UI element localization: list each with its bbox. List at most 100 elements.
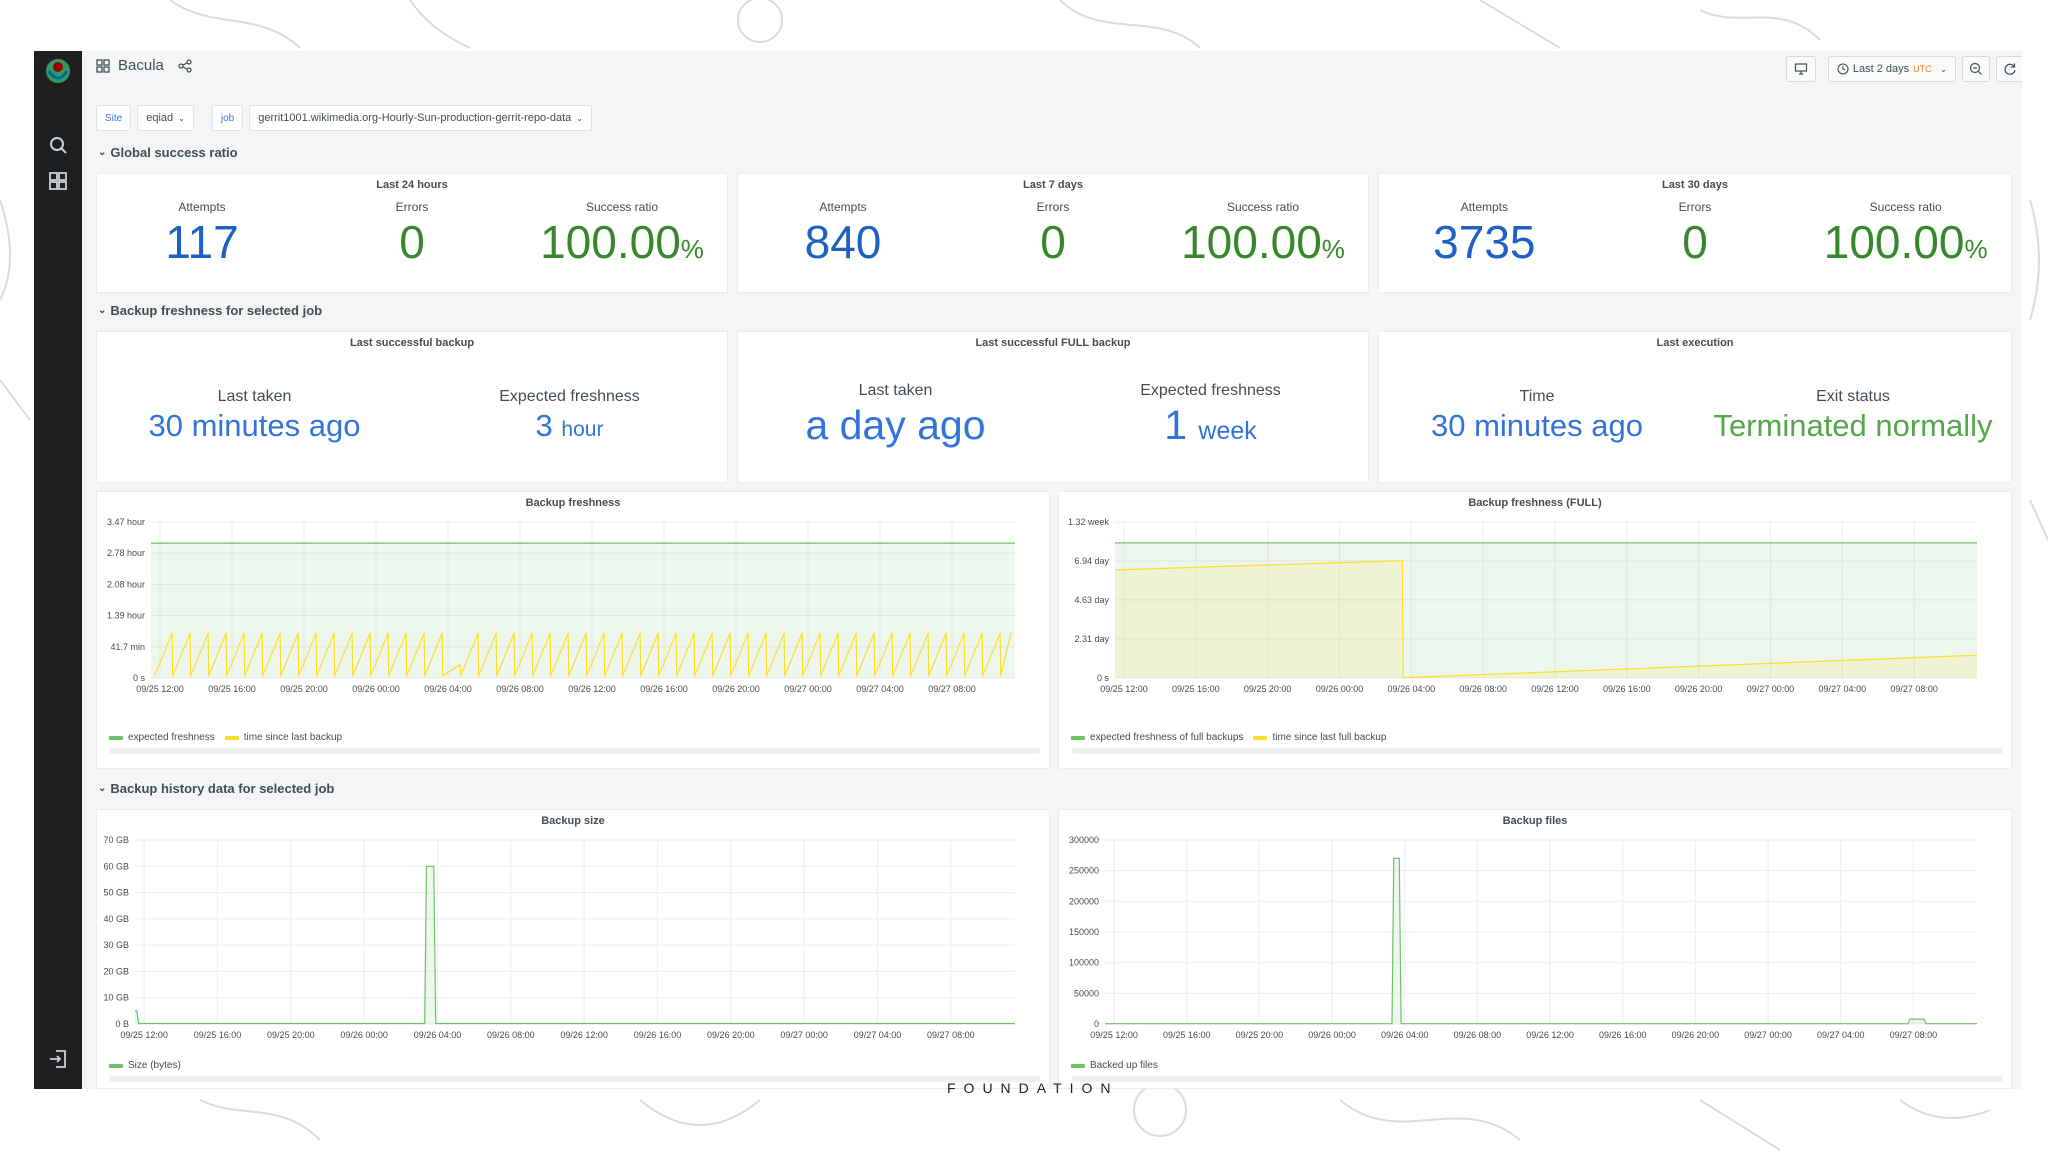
success-ratio-unit: % — [1321, 234, 1345, 264]
errors-label: Errors — [1036, 200, 1070, 214]
panel-last-execution[interactable]: Last execution Time 30 minutes ago Exit s… — [1378, 331, 2012, 483]
legend-scrollbar[interactable] — [1071, 748, 2003, 754]
x-tick-label: 09/25 20:00 — [267, 1030, 315, 1040]
dashboard-title[interactable]: Bacula — [96, 57, 192, 74]
refresh-button[interactable] — [1996, 56, 2022, 82]
panel-title: Last 7 days — [1023, 179, 1083, 191]
legend-item[interactable]: expected freshness — [109, 732, 215, 743]
side-menu — [34, 51, 82, 1089]
panel-backup-size-chart[interactable]: Backup size 0 B 10 GB 20 GB 30 GB 40 GB 50 GB… — [96, 809, 1050, 1089]
x-tick-label: 09/25 16:00 — [1163, 1030, 1211, 1040]
variable-job-select[interactable]: gerrit1001.wikimedia.org-Hourly-Sun-prod… — [249, 105, 592, 131]
chart-backup-files[interactable]: 0 50000 100000 150000 200000 250000 300000 09/2… — [1059, 828, 2011, 1048]
legend-item[interactable]: Backed up files — [1071, 1060, 1158, 1071]
x-tick-label: 09/25 16:00 — [1172, 684, 1220, 694]
attempts-label: Attempts — [1460, 200, 1509, 214]
chevron-down-icon: ⌄ — [98, 783, 107, 794]
row-title-text: Backup freshness for selected job — [110, 303, 323, 318]
y-tick-label: 250000 — [1069, 866, 1099, 876]
errors-value: 0 — [1682, 216, 1708, 268]
y-tick-label: 100000 — [1069, 958, 1099, 968]
row-global-success[interactable]: ⌄ Global success ratio — [98, 145, 238, 160]
y-tick-label: 2.78 hour — [107, 548, 145, 558]
y-tick-label: 40 GB — [103, 914, 129, 924]
errors-value: 0 — [1040, 216, 1066, 268]
panel-backup-freshness-chart[interactable]: Backup freshness 0 s 41.7 min 1.39 hour 2.0… — [96, 491, 1050, 769]
expected-freshness-value: 1 — [1164, 402, 1188, 448]
legend-scrollbar[interactable] — [109, 748, 1041, 754]
time-range-label: Last 2 days — [1852, 63, 1910, 75]
x-tick-label: 09/27 00:00 — [784, 684, 832, 694]
y-tick-label: 4.63 day — [1074, 595, 1109, 605]
series-area-0 — [1115, 542, 1977, 678]
x-tick-label: 09/27 04:00 — [856, 684, 904, 694]
panel-last-successful-backup[interactable]: Last successful backup Last taken 30 minu… — [96, 331, 728, 483]
chart-backup-size[interactable]: 0 B 10 GB 20 GB 30 GB 40 GB 50 GB 60 GB 70 GB 09… — [97, 828, 1049, 1048]
x-tick-label: 09/25 12:00 — [1100, 684, 1148, 694]
last-taken-label: Last taken — [858, 382, 933, 399]
zoom-out-icon — [1969, 62, 1982, 75]
y-tick-label: 10 GB — [103, 993, 129, 1003]
time-range-picker[interactable]: Last 2 days UTC ⌄ — [1828, 56, 1956, 82]
legend-label: expected freshness of full backups — [1090, 732, 1244, 743]
legend-label: Size (bytes) — [128, 1060, 181, 1071]
legend-label: time since last backup — [243, 732, 343, 743]
x-tick-label: 09/26 04:00 — [1381, 1030, 1429, 1040]
legend-item[interactable]: expected freshness of full backups — [1071, 732, 1243, 743]
panel-title: Last 24 hours — [376, 179, 448, 191]
row-backup-history[interactable]: ⌄ Backup history data for selected job — [98, 781, 334, 796]
x-tick-label: 09/27 04:00 — [1817, 1030, 1865, 1040]
share-icon[interactable] — [178, 58, 192, 73]
panel-backup-freshness-full-chart[interactable]: Backup freshness (FULL) 0 s 2.31 day 4.63 … — [1058, 491, 2012, 769]
attempts-value: 840 — [804, 216, 882, 268]
variable-site-select[interactable]: eqiad ⌄ — [137, 105, 194, 131]
y-tick-label: 60 GB — [103, 861, 129, 871]
x-tick-label: 09/25 20:00 — [1244, 684, 1292, 694]
panel-title: Last 30 days — [1661, 179, 1729, 191]
zoom-out-button[interactable] — [1962, 56, 1990, 82]
wikimedia-logo-icon[interactable] — [44, 57, 72, 85]
legend-label: expected freshness — [128, 732, 215, 743]
legend-scrollbar[interactable] — [1071, 1076, 2003, 1082]
panel-last-7-days[interactable]: Last 7 days Attempts 840 Errors 0 Success … — [737, 173, 1369, 293]
search-icon[interactable] — [46, 133, 70, 157]
legend-item[interactable]: Size (bytes) — [109, 1060, 181, 1071]
panel-last-30-days[interactable]: Last 30 days Attempts 3735 Errors 0 Succes… — [1378, 173, 2012, 293]
chart-backup-freshness-full[interactable]: 0 s 2.31 day 4.63 day 6.94 day 1.32 week 09/2… — [1059, 510, 2011, 710]
panel-backup-files-chart[interactable]: Backup files 0 50000 100000 150000 200000 250… — [1058, 809, 2012, 1089]
panel-title: Last successful FULL backup — [975, 337, 1131, 349]
dashboard-grid-icon — [96, 58, 110, 73]
dashboard-title-text[interactable]: Bacula — [118, 57, 164, 74]
cycle-view-mode-button[interactable] — [1786, 56, 1816, 82]
legend-item[interactable]: time since last backup — [224, 732, 343, 743]
x-tick-label: 09/25 20:00 — [1236, 1030, 1284, 1040]
y-tick-label: 2.08 hour — [107, 579, 145, 589]
series-line-1 — [154, 632, 1012, 677]
exit-status-value: Terminated normally — [1713, 408, 1993, 443]
sign-in-icon[interactable] — [46, 1047, 70, 1071]
x-tick-label: 09/26 08:00 — [487, 1030, 535, 1040]
legend-label: Backed up files — [1090, 1060, 1158, 1071]
series-line-1 — [1114, 560, 1978, 679]
x-tick-label: 09/26 20:00 — [1675, 684, 1723, 694]
variable-site-value: eqiad — [146, 112, 174, 124]
chart-backup-freshness[interactable]: 0 s 41.7 min 1.39 hour 2.08 hour 2.78 hour 3.… — [97, 510, 1049, 710]
attempts-value: 3735 — [1433, 216, 1536, 268]
x-tick-label: 09/27 00:00 — [780, 1030, 828, 1040]
panel-last-24-hours[interactable]: Last 24 hours Attempts 117 Errors 0 Succes… — [96, 173, 728, 293]
legend-scrollbar[interactable] — [109, 1076, 1041, 1082]
y-tick-label: 150000 — [1069, 927, 1099, 937]
legend-item[interactable]: time since last full backup — [1253, 732, 1386, 743]
grid-icon[interactable] — [46, 169, 70, 193]
panel-title: Backup freshness (FULL) — [1468, 497, 1602, 509]
exit-status-label: Exit status — [1816, 388, 1890, 405]
x-tick-label: 09/26 08:00 — [1459, 684, 1507, 694]
panel-last-full-backup[interactable]: Last successful FULL backup Last taken a … — [737, 331, 1369, 483]
x-tick-label: 09/26 12:00 — [1531, 684, 1579, 694]
x-tick-label: 09/27 04:00 — [1819, 684, 1867, 694]
y-tick-label: 0 — [1094, 1019, 1099, 1029]
x-tick-label: 09/26 16:00 — [634, 1030, 682, 1040]
errors-value: 0 — [399, 216, 425, 268]
row-backup-freshness[interactable]: ⌄ Backup freshness for selected job — [98, 303, 322, 318]
y-tick-label: 300000 — [1069, 835, 1099, 845]
